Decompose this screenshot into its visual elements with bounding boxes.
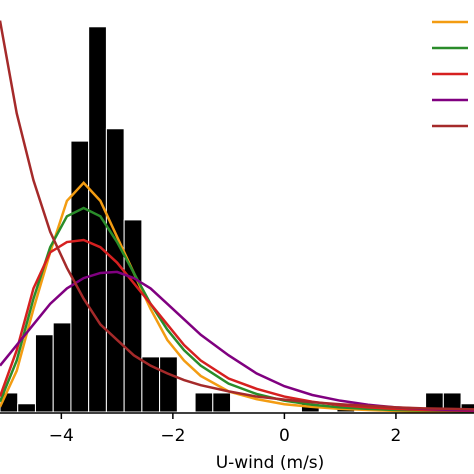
density-line xyxy=(0,20,474,411)
density-line xyxy=(0,238,474,413)
density-line xyxy=(0,206,474,413)
x-tick-label: 0 xyxy=(279,426,290,446)
bar xyxy=(212,392,232,413)
bar xyxy=(159,356,178,413)
bar xyxy=(123,219,143,413)
x-tick-label: −2 xyxy=(160,426,185,446)
bar xyxy=(105,128,125,413)
x-axis-label: U-wind (m/s) xyxy=(216,453,325,473)
bar xyxy=(34,334,54,413)
bar xyxy=(17,403,36,413)
x-tick-label: −4 xyxy=(49,426,74,446)
bar xyxy=(52,322,72,413)
x-tick-label: 2 xyxy=(391,426,402,446)
bar xyxy=(194,392,214,413)
